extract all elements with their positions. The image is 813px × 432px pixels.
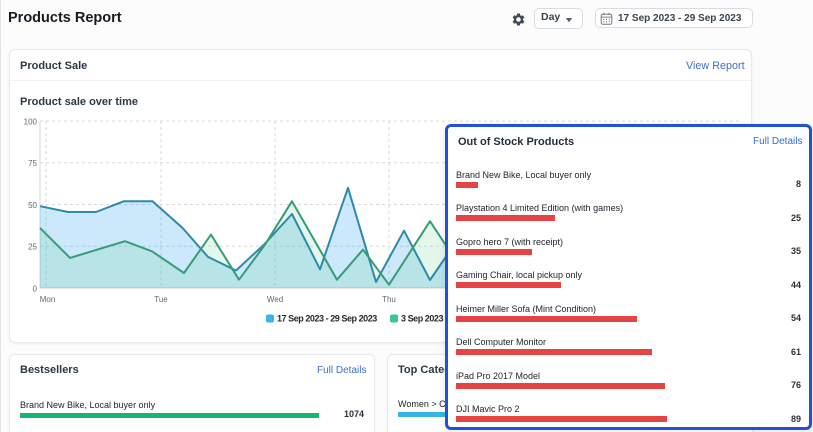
- svg-text:Tue: Tue: [154, 295, 168, 304]
- svg-text:Thu: Thu: [382, 295, 396, 304]
- svg-text:Wed: Wed: [267, 295, 283, 304]
- svg-text:75: 75: [28, 159, 37, 168]
- svg-text:25: 25: [28, 243, 37, 252]
- svg-text:0: 0: [33, 285, 38, 294]
- svg-text:Mon: Mon: [40, 295, 56, 304]
- svg-text:100: 100: [24, 118, 38, 127]
- svg-text:17 Sep 2023 - 29 Sep 2023: 17 Sep 2023 - 29 Sep 2023: [277, 314, 377, 324]
- svg-text:50: 50: [28, 201, 37, 210]
